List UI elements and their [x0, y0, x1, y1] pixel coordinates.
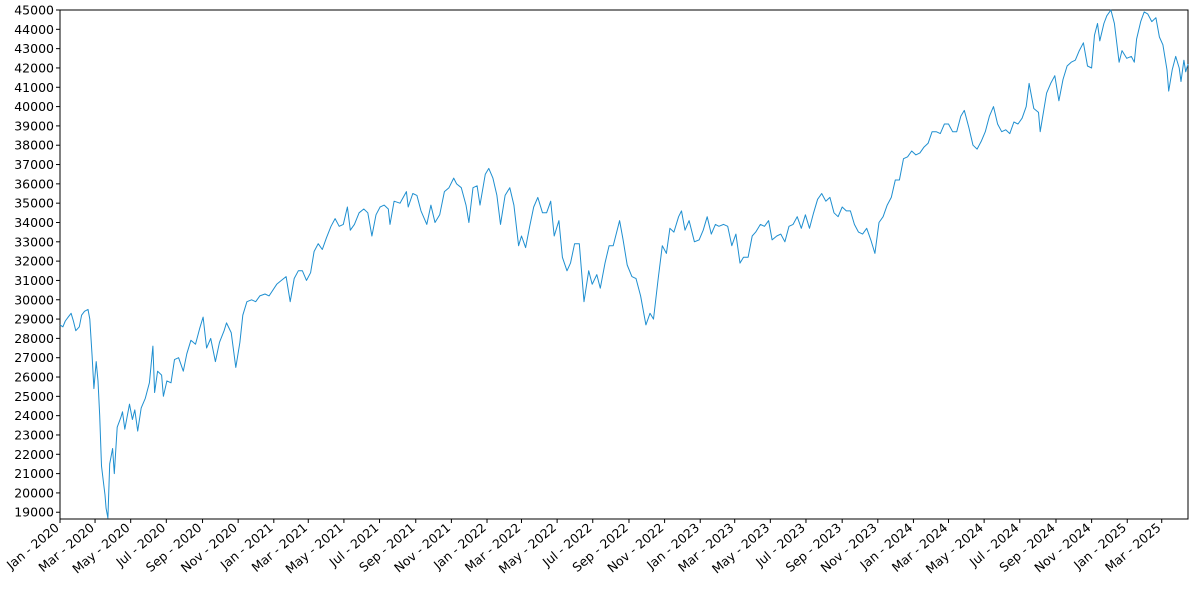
y-tick-label: 24000	[14, 408, 54, 423]
series-line	[59, 9, 1189, 519]
y-tick-label: 30000	[14, 292, 54, 307]
y-tick-label: 40000	[14, 99, 54, 114]
y-tick-label: 32000	[14, 254, 54, 269]
y-tick-label: 26000	[14, 370, 54, 385]
y-tick-label: 38000	[14, 138, 54, 153]
y-tick-label: 33000	[14, 234, 54, 249]
y-tick-label: 27000	[14, 350, 54, 365]
y-tick-label: 36000	[14, 176, 54, 191]
y-tick-label: 22000	[14, 447, 54, 462]
y-tick-label: 34000	[14, 215, 54, 230]
y-tick-label: 43000	[14, 41, 54, 56]
y-tick-label: 25000	[14, 389, 54, 404]
plot-area	[59, 9, 1189, 520]
y-tick-label: 45000	[14, 3, 54, 18]
y-tick-label: 20000	[14, 485, 54, 500]
y-tick-label: 39000	[14, 118, 54, 133]
y-tick-label: 19000	[14, 505, 54, 520]
y-tick-label: 44000	[14, 22, 54, 37]
y-tick-label: 31000	[14, 273, 54, 288]
y-tick-label: 23000	[14, 427, 54, 442]
y-tick-label: 37000	[14, 157, 54, 172]
y-tick-label: 35000	[14, 196, 54, 211]
y-tick-label: 42000	[14, 60, 54, 75]
y-tick-label: 41000	[14, 80, 54, 95]
y-axis: 19000 20000 21000 22000 23000 24000 25000 26000…	[14, 3, 60, 520]
series-layer	[59, 9, 1189, 519]
y-tick-label: 28000	[14, 331, 54, 346]
y-tick-label: 29000	[14, 312, 54, 327]
y-tick-label: 21000	[14, 466, 54, 481]
